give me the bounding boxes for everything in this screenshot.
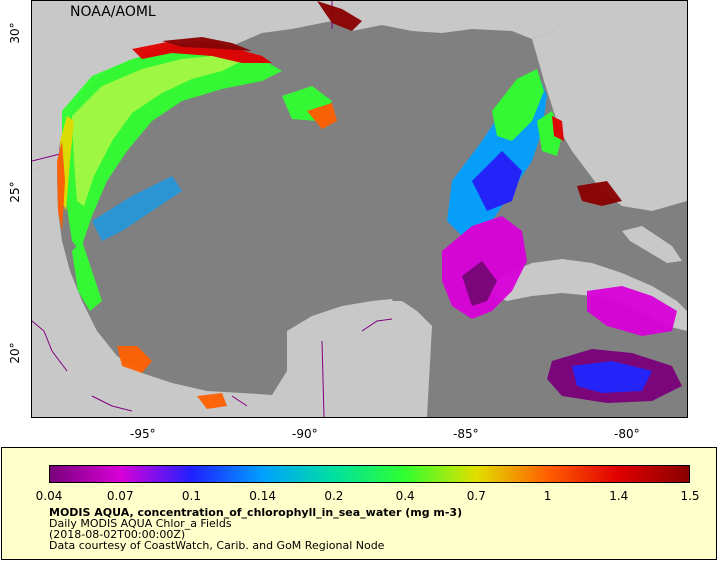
lon-tick-label: -90° xyxy=(292,427,318,441)
colorbar-tick-label: 0.04 xyxy=(35,489,63,503)
lon-tick-label: -85° xyxy=(453,427,479,441)
colorbar-tick-label: 0.4 xyxy=(395,489,415,503)
colorbar-tick-label: 0.7 xyxy=(466,489,486,503)
colorbar-tick-label: 0.1 xyxy=(181,489,201,503)
chlorophyll-map xyxy=(32,1,687,417)
land-florida xyxy=(532,1,687,211)
lat-tick-label: 30° xyxy=(8,22,22,44)
colorbar-tick-label: 1 xyxy=(543,489,552,503)
land-bahamas xyxy=(622,226,682,263)
legend-dataset: Daily MODIS AQUA Chlor_a Fields xyxy=(49,517,232,530)
colorbar-tick-label: 0.07 xyxy=(106,489,134,503)
map-area[interactable]: NOAA/AOML xyxy=(31,0,688,418)
legend-source: Data courtesy of CoastWatch, Carib. and … xyxy=(49,539,385,552)
colorbar-tick-label: 0.2 xyxy=(324,489,344,503)
colorbar-tick-label: 1.5 xyxy=(680,489,700,503)
lon-tick-label: -95° xyxy=(130,427,156,441)
chlorophyll-fields xyxy=(57,1,682,409)
lon-tick-label: -80° xyxy=(614,427,640,441)
lat-tick-label: 25° xyxy=(8,181,22,203)
colorbar-tick-label: 0.14 xyxy=(249,489,277,503)
colorbar-tick-label: 1.4 xyxy=(609,489,629,503)
colorbar xyxy=(49,465,690,483)
lat-tick-label: 20° xyxy=(8,342,22,364)
legend-date: (2018-08-02T00:00:00Z) xyxy=(49,528,186,541)
map-credit: NOAA/AOML xyxy=(70,4,156,20)
legend-title: MODIS AQUA, concentration_of_chlorophyll… xyxy=(49,506,463,519)
legend-panel: 0.04 0.07 0.1 0.14 0.2 0.4 0.7 1 1.4 1.5 MODIS AQ… xyxy=(1,447,717,560)
land-cuba xyxy=(484,259,687,331)
land-yucatan xyxy=(287,299,417,417)
